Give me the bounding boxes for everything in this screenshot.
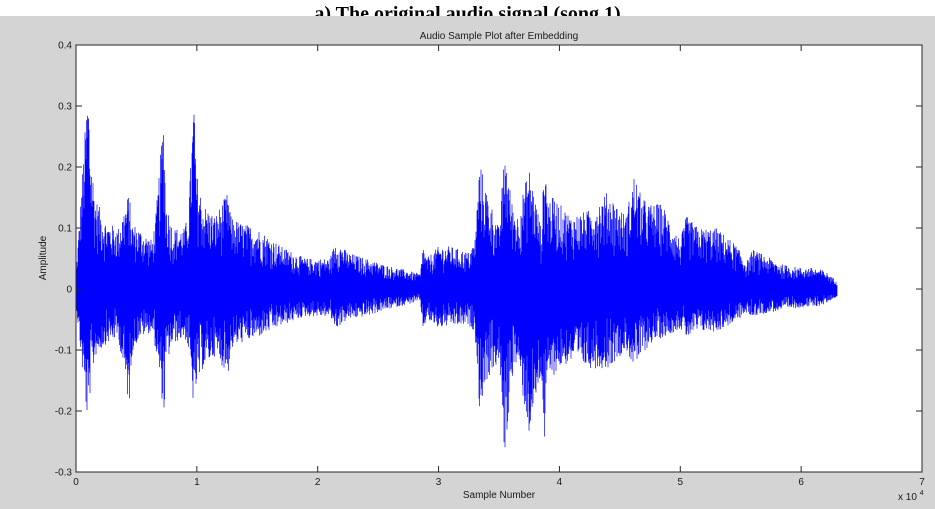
x-tick-label: 7 <box>919 477 925 488</box>
x-tick-label: 5 <box>678 477 684 488</box>
x-tick-label: 1 <box>194 477 200 488</box>
y-tick-label: 0.4 <box>58 41 72 52</box>
x-axis-exponent-power: 4 <box>920 490 924 497</box>
y-tick-label: -0.3 <box>55 468 73 479</box>
y-tick-label: 0.3 <box>58 102 72 113</box>
y-tick-label: 0.1 <box>58 224 72 235</box>
y-tick-label: 0 <box>66 285 72 296</box>
x-axis-exponent-base: x 10 <box>898 492 917 503</box>
x-tick-label: 6 <box>798 477 804 488</box>
x-tick-label: 0 <box>73 477 79 488</box>
y-tick-label: -0.2 <box>55 407 73 418</box>
x-axis-exponent: x 10 4 <box>898 490 924 503</box>
x-tick-label: 3 <box>436 477 442 488</box>
x-tick-label: 4 <box>557 477 563 488</box>
figure-caption: a) The original audio signal (song 1) <box>314 3 621 16</box>
x-tick-label: 2 <box>315 477 321 488</box>
x-axis-label: Sample Number <box>463 490 536 501</box>
ticks-layer: 0 1 2 3 4 5 6 7 -0.3 -0.2 -0.1 0 0.1 0.2 0.3 0.4 <box>55 41 925 489</box>
y-tick-label: -0.1 <box>55 346 73 357</box>
y-axis-label: Amplitude <box>38 235 49 280</box>
plot-frame <box>75 44 923 473</box>
y-tick-label: 0.2 <box>58 163 72 174</box>
chart-title: Audio Sample Plot after Embedding <box>420 31 578 42</box>
